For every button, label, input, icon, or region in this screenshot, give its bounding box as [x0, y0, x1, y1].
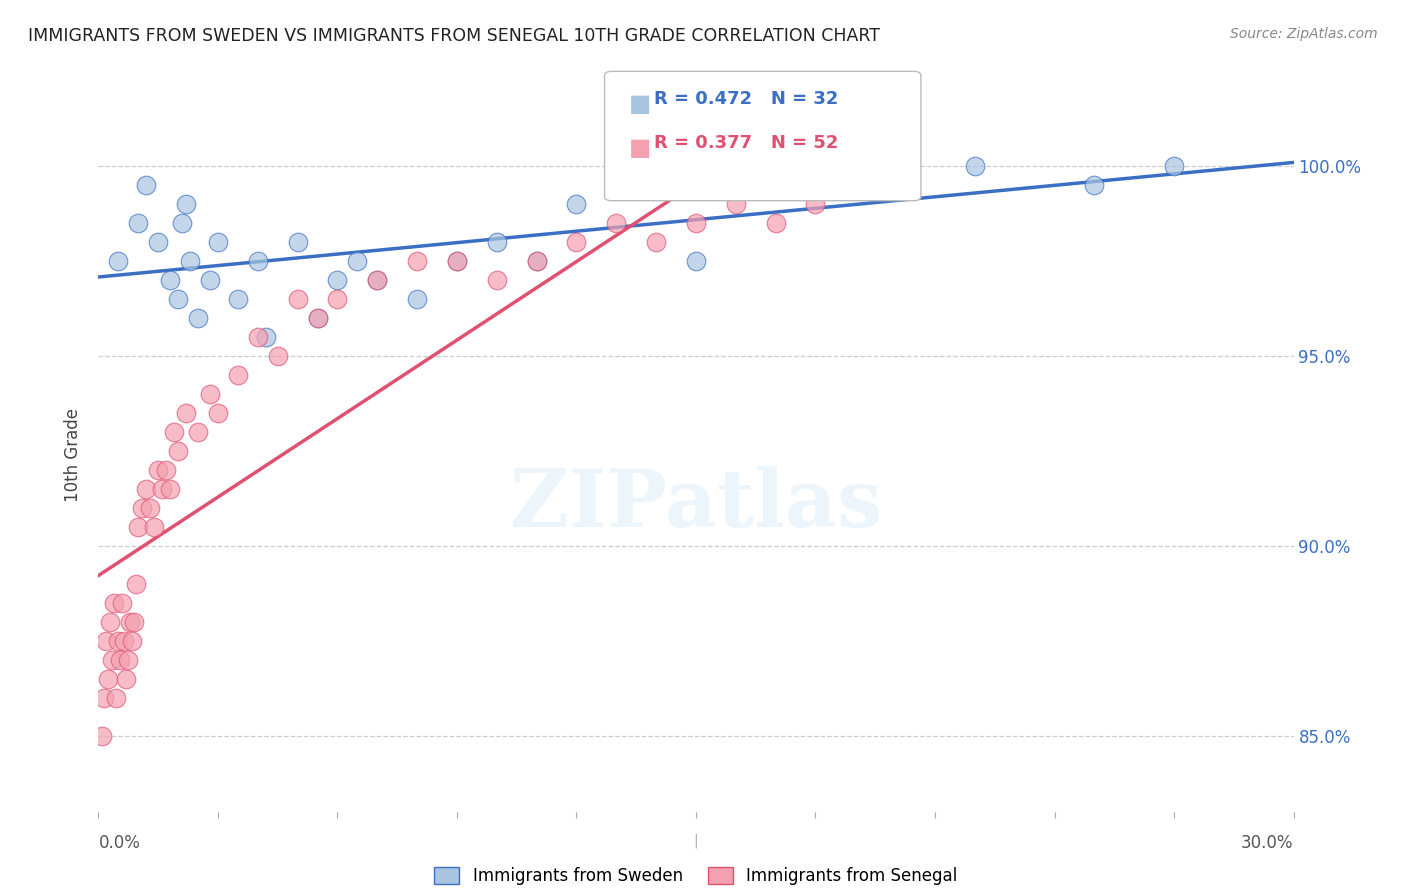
- Point: [98, 615, 122, 629]
- Point: [207, 235, 229, 250]
- Point: [97, 672, 120, 686]
- Point: [267, 349, 290, 363]
- Point: [565, 197, 588, 211]
- Point: [121, 634, 143, 648]
- Point: [124, 615, 146, 629]
- Point: [163, 425, 186, 439]
- Point: [167, 293, 190, 307]
- Point: [485, 235, 508, 250]
- Point: [645, 235, 668, 250]
- Point: [884, 178, 907, 193]
- Point: [565, 235, 588, 250]
- Point: [112, 634, 135, 648]
- Point: [127, 520, 149, 534]
- Point: [1163, 160, 1185, 174]
- Text: ZIPatlas: ZIPatlas: [510, 466, 882, 544]
- Point: [287, 235, 309, 250]
- Point: [105, 690, 128, 705]
- Point: [139, 501, 162, 516]
- Point: [198, 387, 221, 401]
- Text: |: |: [693, 833, 699, 847]
- Point: [446, 254, 468, 268]
- Point: [143, 520, 166, 534]
- Point: [724, 197, 747, 211]
- Point: [107, 254, 129, 268]
- Point: [765, 216, 787, 230]
- Point: [884, 178, 907, 193]
- Point: [120, 615, 142, 629]
- Point: [605, 216, 627, 230]
- Point: [187, 425, 209, 439]
- Point: [159, 482, 181, 496]
- Point: [127, 216, 149, 230]
- Text: Source: ZipAtlas.com: Source: ZipAtlas.com: [1230, 27, 1378, 41]
- Point: [174, 197, 197, 211]
- Point: [198, 273, 221, 287]
- Text: 0.0%: 0.0%: [98, 834, 141, 852]
- Point: [605, 178, 627, 193]
- Text: ■: ■: [628, 136, 651, 160]
- Point: [346, 254, 368, 268]
- Point: [326, 273, 349, 287]
- Point: [307, 311, 329, 326]
- Text: 30.0%: 30.0%: [1241, 834, 1294, 852]
- Point: [117, 653, 139, 667]
- Point: [159, 273, 181, 287]
- Point: [103, 596, 125, 610]
- Point: [226, 368, 249, 383]
- Point: [172, 216, 194, 230]
- Point: [366, 273, 388, 287]
- Point: [155, 463, 177, 477]
- Point: [226, 293, 249, 307]
- Point: [174, 406, 197, 420]
- Point: [207, 406, 229, 420]
- Point: [148, 235, 170, 250]
- Point: [645, 178, 668, 193]
- Point: [115, 672, 138, 686]
- Point: [150, 482, 173, 496]
- Text: ■: ■: [628, 92, 651, 116]
- Point: [406, 254, 429, 268]
- Point: [167, 444, 190, 458]
- Legend: Immigrants from Sweden, Immigrants from Senegal: Immigrants from Sweden, Immigrants from …: [434, 867, 957, 886]
- Point: [187, 311, 209, 326]
- Point: [148, 463, 170, 477]
- Point: [287, 293, 309, 307]
- Point: [326, 293, 349, 307]
- Point: [179, 254, 201, 268]
- Point: [366, 273, 388, 287]
- Point: [135, 482, 157, 496]
- Point: [685, 254, 707, 268]
- Point: [107, 634, 129, 648]
- Point: [963, 160, 986, 174]
- Point: [125, 577, 148, 591]
- Point: [246, 330, 269, 344]
- Point: [526, 254, 548, 268]
- Point: [111, 596, 134, 610]
- Point: [93, 690, 115, 705]
- Point: [406, 293, 429, 307]
- Point: [307, 311, 329, 326]
- Point: [446, 254, 468, 268]
- Y-axis label: 10th Grade: 10th Grade: [65, 408, 83, 502]
- Point: [91, 729, 114, 743]
- Text: IMMIGRANTS FROM SWEDEN VS IMMIGRANTS FROM SENEGAL 10TH GRADE CORRELATION CHART: IMMIGRANTS FROM SWEDEN VS IMMIGRANTS FRO…: [28, 27, 880, 45]
- Point: [135, 178, 157, 193]
- Point: [1083, 178, 1105, 193]
- Text: R = 0.377   N = 52: R = 0.377 N = 52: [654, 134, 838, 152]
- Point: [96, 634, 118, 648]
- Point: [804, 197, 827, 211]
- Point: [526, 254, 548, 268]
- Point: [110, 653, 132, 667]
- Point: [101, 653, 124, 667]
- Point: [254, 330, 277, 344]
- Point: [131, 501, 153, 516]
- Point: [685, 216, 707, 230]
- Point: [246, 254, 269, 268]
- Text: R = 0.472   N = 32: R = 0.472 N = 32: [654, 90, 838, 108]
- Point: [485, 273, 508, 287]
